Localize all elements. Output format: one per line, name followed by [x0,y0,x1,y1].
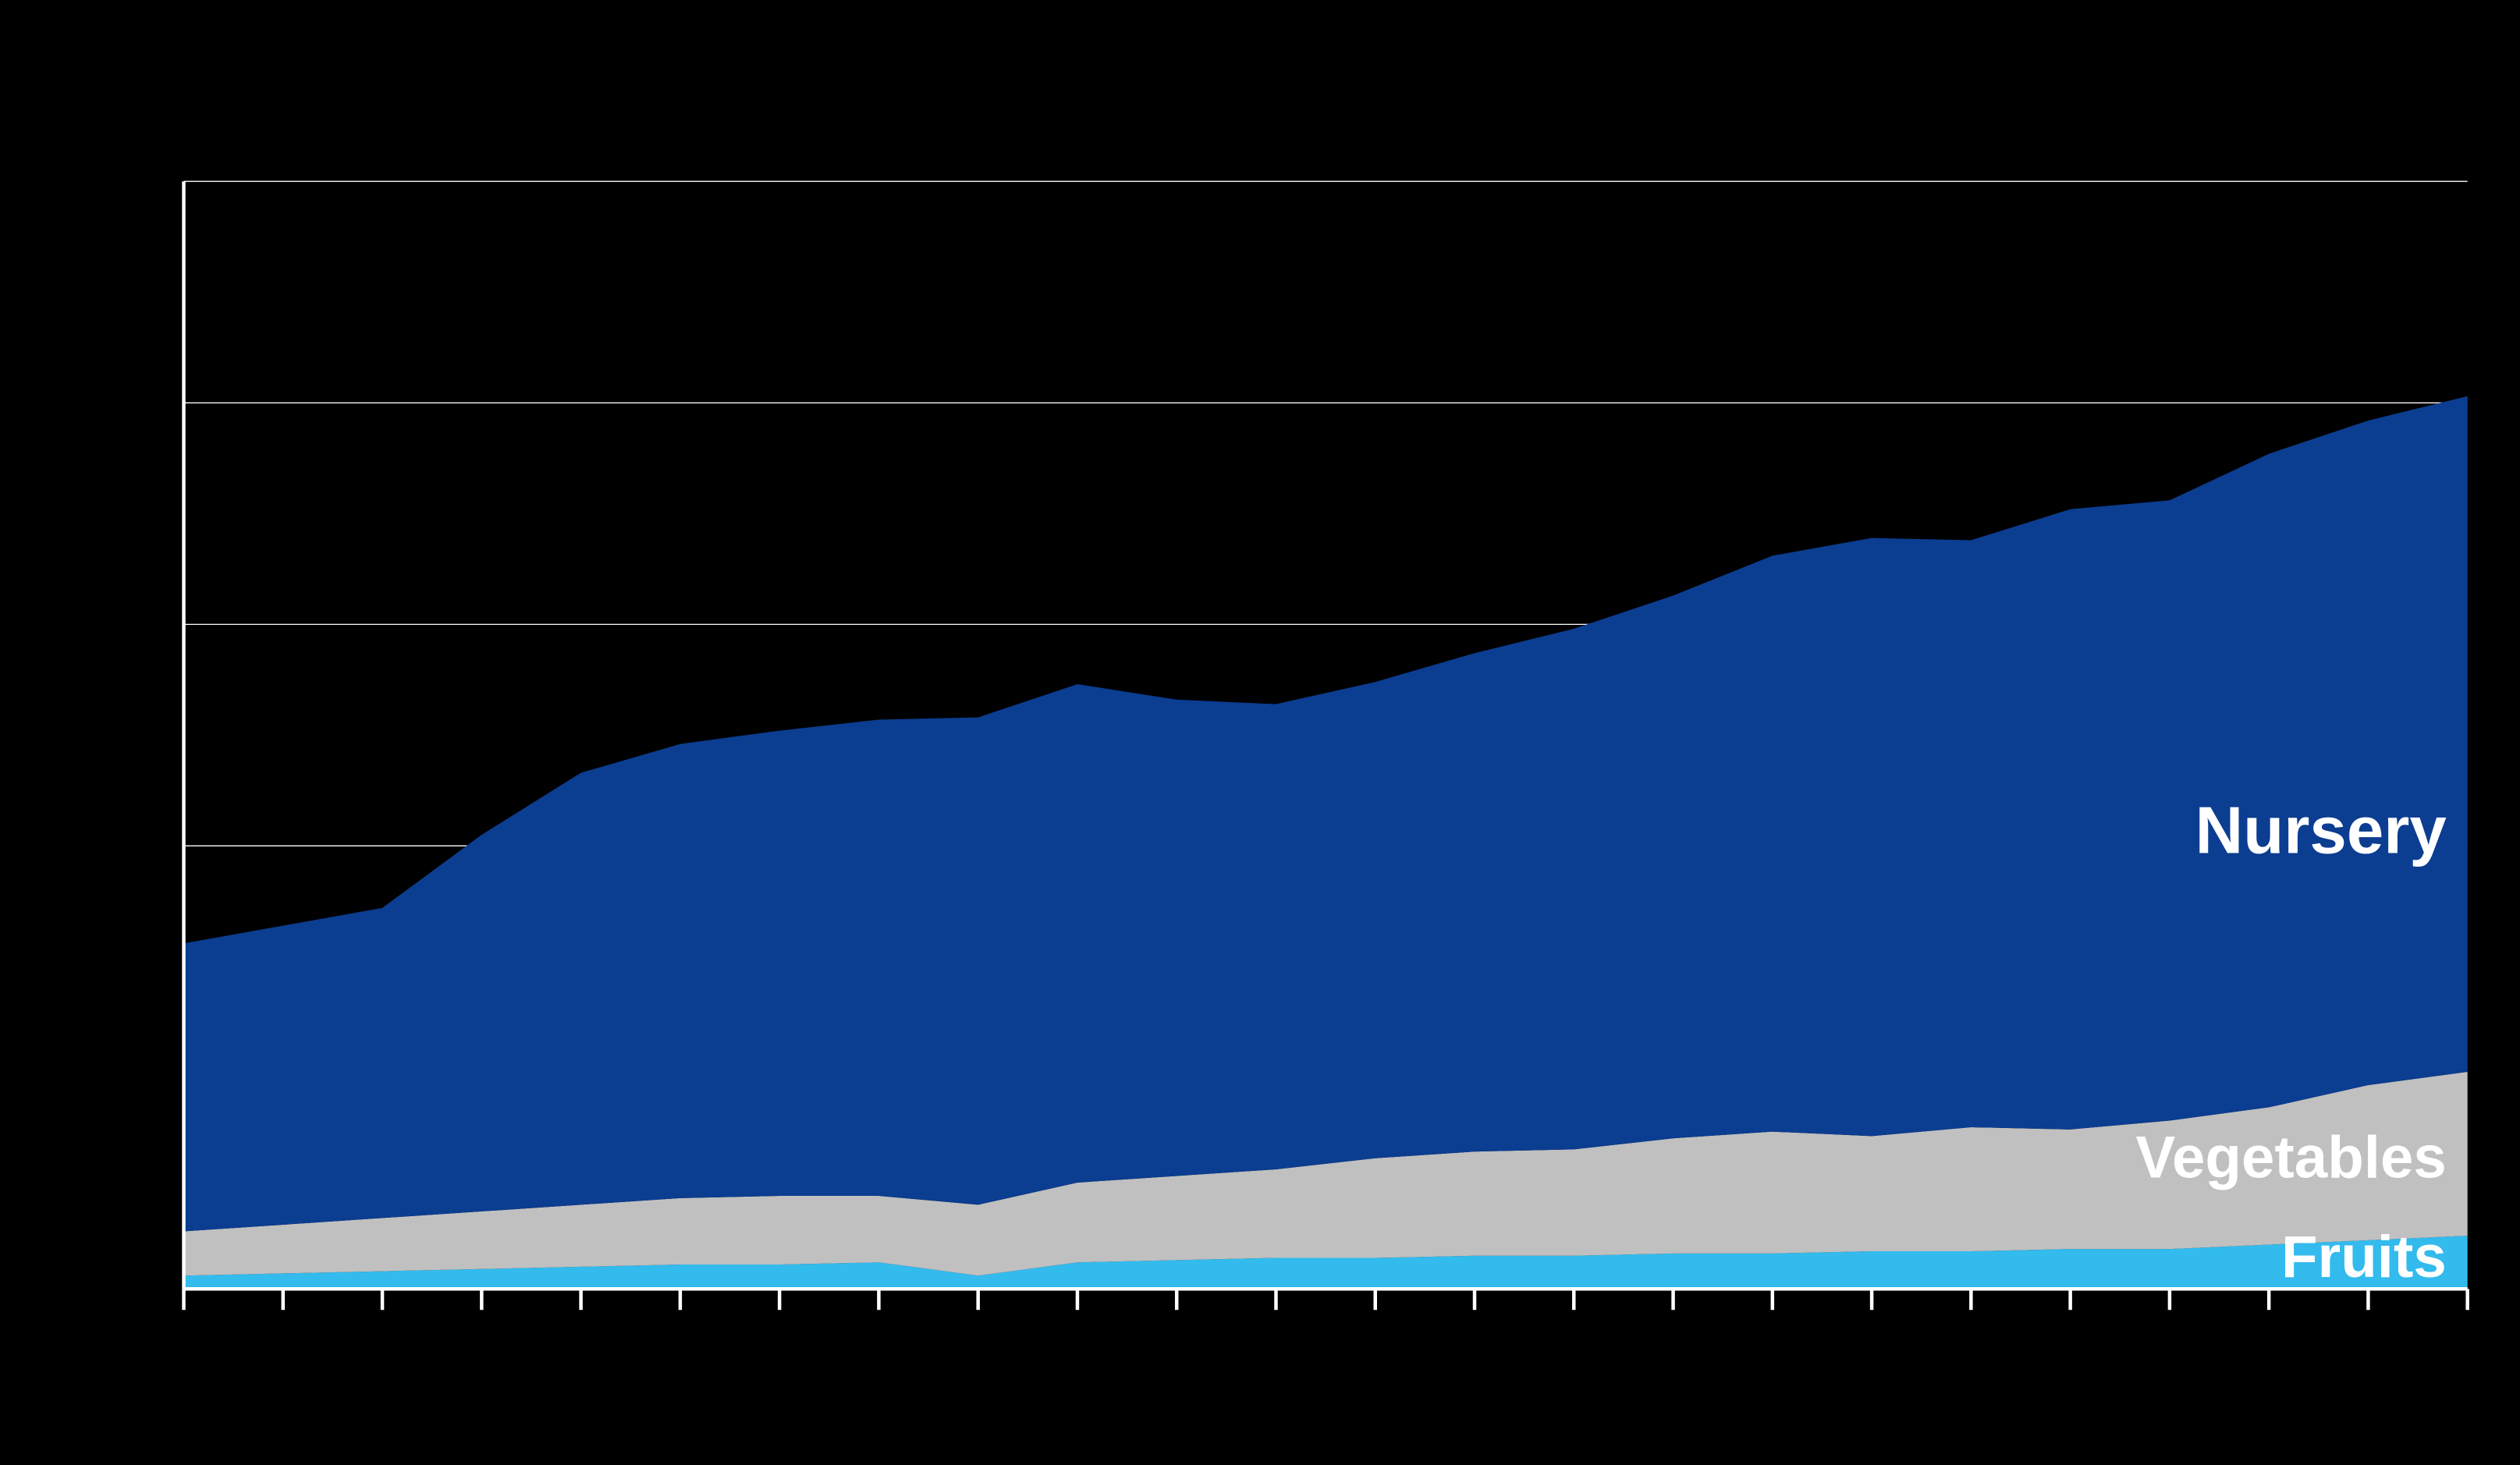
series-label-nursery: Nursery [2195,793,2447,867]
stacked-area-chart: Fruits Vegetables Nursery [0,0,2520,1465]
series-label-fruits: Fruits [2281,1224,2447,1290]
series-label-vegetables: Vegetables [2135,1125,2446,1191]
chart-svg: Fruits Vegetables Nursery [0,0,2520,1465]
